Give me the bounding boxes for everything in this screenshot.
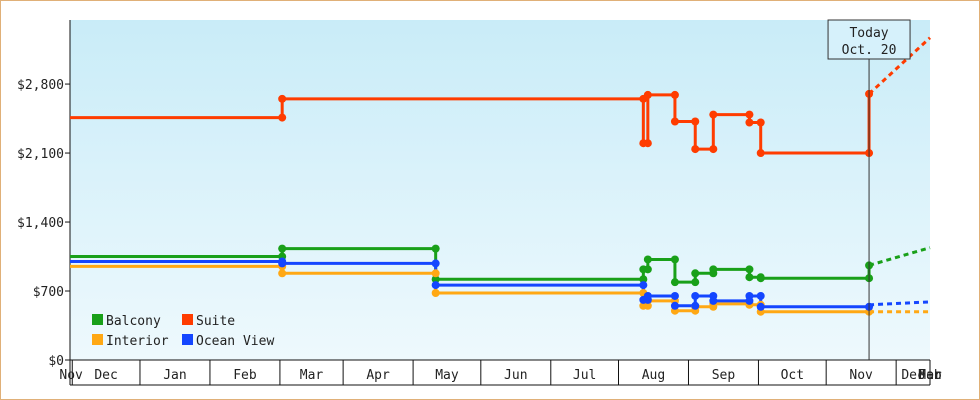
data-point-suite [278,113,287,122]
forecast-line-suite [868,36,932,96]
data-point-ocean-view [278,259,287,268]
today-label: Today [849,26,888,41]
month-label: Nov [59,368,83,383]
data-point-balcony [691,269,700,278]
data-point-suite [745,118,754,127]
data-point-balcony [745,265,754,274]
month-label: Dec [901,368,924,383]
data-point-balcony [639,275,648,284]
data-point-balcony [670,278,679,287]
data-point-ocean-view [431,281,440,290]
month-label: Dec [94,368,117,383]
month-label: Jun [504,368,527,383]
month-label: May [435,368,459,383]
data-point-interior [431,269,440,278]
legend-swatch-suite [182,314,193,325]
data-point-ocean-view [745,291,754,300]
data-point-balcony [709,265,718,274]
data-point-ocean-view [691,301,700,310]
data-point-ocean-view [709,296,718,305]
legend-swatch-interior [92,334,103,345]
y-tick-label: $700 [33,285,64,300]
month-label: Nov [849,368,873,383]
legend-label-interior: Interior [106,334,169,349]
data-point-balcony [691,278,700,287]
data-point-ocean-view [670,291,679,300]
data-point-suite [670,90,679,99]
data-point-balcony [745,273,754,282]
month-label: Aug [642,368,665,383]
data-point-ocean-view [756,291,765,300]
month-label: Jan [163,368,186,383]
data-point-balcony [431,244,440,253]
data-point-suite [670,117,679,126]
forecast-line-balcony [868,246,931,267]
data-point-balcony [643,255,652,264]
legend-label-balcony: Balcony [106,314,161,329]
legend-swatch-ocean-view [182,334,193,345]
data-point-ocean-view [431,259,440,268]
y-tick-label: $2,100 [17,147,64,162]
data-point-suite [756,118,765,127]
data-point-suite [691,117,700,126]
month-label: Apr [366,368,390,383]
data-point-ocean-view [639,281,648,290]
data-point-balcony [670,255,679,264]
data-point-suite [756,149,765,158]
y-tick-label: $1,400 [17,216,64,231]
data-point-suite [643,139,652,148]
data-point-suite [709,110,718,119]
data-point-interior [431,288,440,297]
month-label: Sep [712,368,736,383]
data-point-suite [278,94,287,103]
month-label: Mar [300,368,324,383]
plot-area [70,20,930,360]
legend-label-suite: Suite [196,314,235,329]
data-point-ocean-view [670,301,679,310]
y-tick-label: $0 [48,354,64,369]
legend-label-ocean-view: Ocean View [196,334,274,349]
data-point-balcony [756,274,765,283]
data-point-balcony [278,244,287,253]
month-label: Feb [233,368,257,383]
month-label: Mar [918,368,942,383]
data-point-ocean-view [756,302,765,311]
data-point-balcony [431,275,440,284]
today-date-label: Oct. 20 [842,43,897,58]
data-point-balcony [643,265,652,274]
month-label: Jul [573,368,596,383]
y-tick-label: $2,800 [17,78,64,93]
data-point-suite [709,145,718,154]
today-label-box [827,19,911,60]
data-point-ocean-view [643,291,652,300]
forecast-line-ocean-view [868,300,931,307]
data-point-interior [278,269,287,278]
data-point-suite [691,145,700,154]
data-point-suite [745,110,754,119]
data-point-ocean-view [691,291,700,300]
month-label: Oct [781,368,804,383]
legend-swatch-balcony [92,314,103,325]
data-point-suite [643,90,652,99]
